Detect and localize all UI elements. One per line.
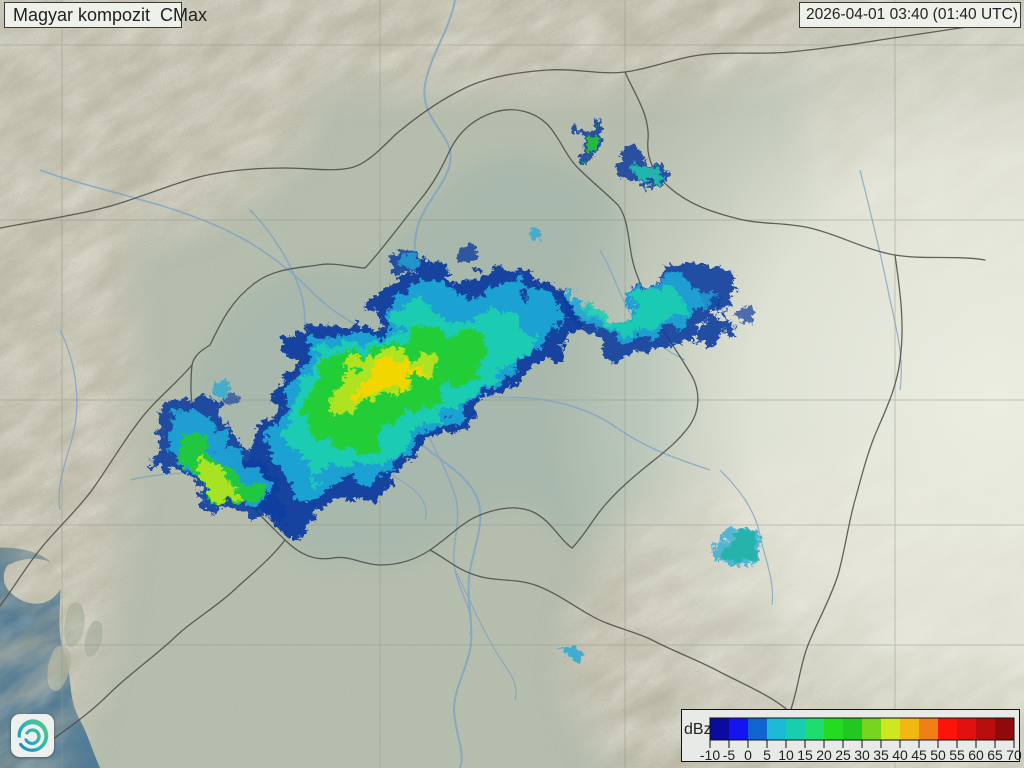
svg-text:65: 65 xyxy=(987,747,1003,763)
svg-text:45: 45 xyxy=(911,747,927,763)
svg-text:-10: -10 xyxy=(700,747,720,763)
svg-text:dBz: dBz xyxy=(684,721,712,738)
svg-text:5: 5 xyxy=(763,747,771,763)
svg-text:25: 25 xyxy=(835,747,851,763)
svg-text:15: 15 xyxy=(797,747,813,763)
svg-text:35: 35 xyxy=(873,747,889,763)
svg-text:-5: -5 xyxy=(723,747,736,763)
svg-text:20: 20 xyxy=(816,747,832,763)
svg-text:0: 0 xyxy=(744,747,752,763)
svg-text:55: 55 xyxy=(949,747,965,763)
svg-text:10: 10 xyxy=(778,747,794,763)
svg-text:40: 40 xyxy=(892,747,908,763)
svg-text:30: 30 xyxy=(854,747,870,763)
svg-text:50: 50 xyxy=(930,747,946,763)
svg-text:60: 60 xyxy=(968,747,984,763)
svg-text:70: 70 xyxy=(1006,747,1021,763)
